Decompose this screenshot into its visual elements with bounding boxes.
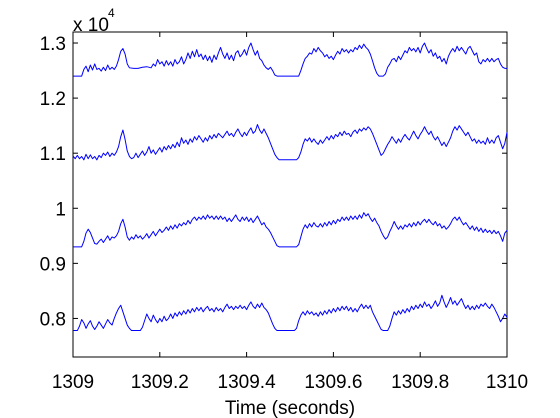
y-scale-exponent: 4 xyxy=(108,6,115,20)
x-tick-label: 1309.2 xyxy=(131,372,189,393)
y-scale-multiplier: x 10 xyxy=(73,15,109,36)
axes-frame xyxy=(72,31,508,358)
series-line-2 xyxy=(72,124,508,161)
y-tick-label: 0.8 xyxy=(40,309,66,330)
x-tick-label: 1309.6 xyxy=(304,372,362,393)
ticks-layer xyxy=(72,32,508,357)
tick-labels-layer: 1309 1309.2 1309.4 1309.6 1309.8 1310 0.8 0.9 1 1… xyxy=(40,34,529,393)
x-tick-label: 1309 xyxy=(52,372,94,393)
y-tick-label: 1.2 xyxy=(40,89,66,110)
y-tick-label: 0.9 xyxy=(40,254,66,275)
series-layer xyxy=(72,42,508,332)
series-line-1 xyxy=(73,42,507,77)
x-axis-title: Time (seconds) xyxy=(225,398,355,418)
series-line-4 xyxy=(73,294,508,332)
x-tick-label: 1309.8 xyxy=(391,372,449,393)
y-tick-label: 1 xyxy=(55,199,66,220)
x-tick-label: 1309.4 xyxy=(218,372,277,393)
y-tick-label: 1.1 xyxy=(40,144,66,165)
series-line-3 xyxy=(73,212,508,248)
y-tick-label: 1.3 xyxy=(40,34,66,55)
x-tick-label: 1310 xyxy=(486,372,528,393)
